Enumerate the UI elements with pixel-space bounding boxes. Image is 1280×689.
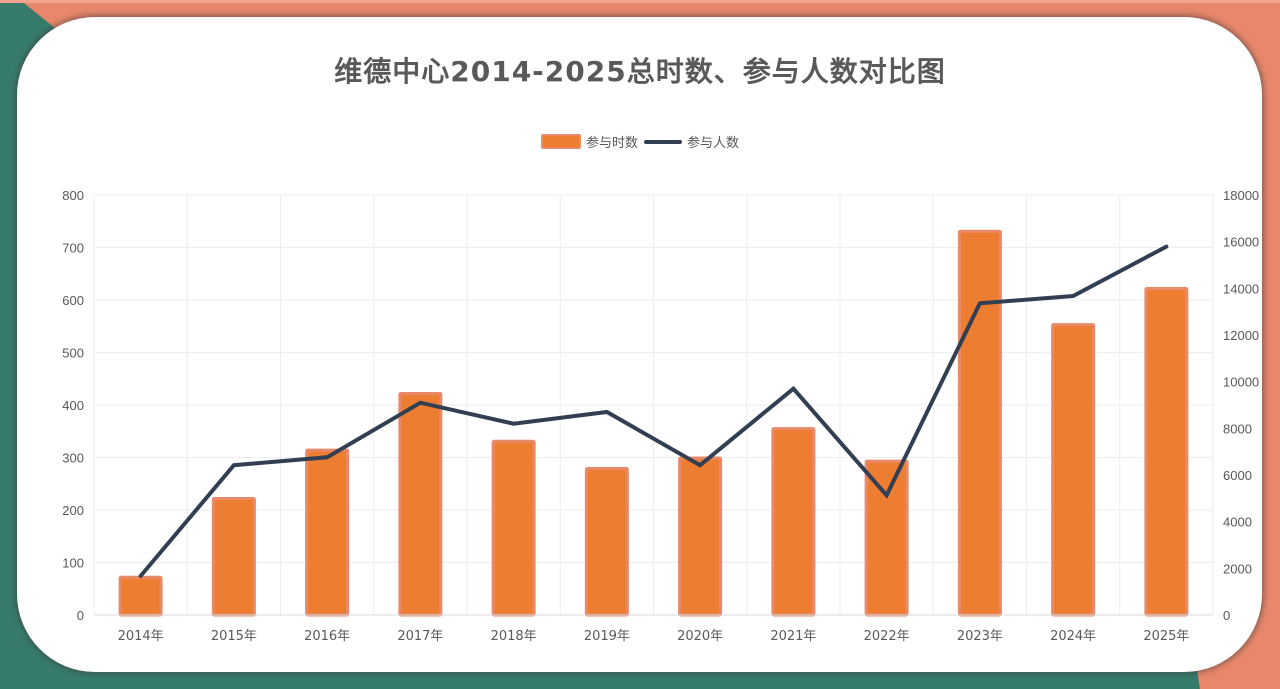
y-right-tick-label: 18000 <box>1223 188 1259 203</box>
y-right-tick-label: 2000 <box>1223 561 1252 576</box>
line-series-participants <box>138 244 1169 578</box>
x-tick-label: 2014年 <box>118 629 164 644</box>
bar-2019年 <box>584 467 629 617</box>
y-right-tick-label: 10000 <box>1223 375 1259 390</box>
legend-item-hours[interactable]: 参与时数 <box>540 132 638 151</box>
legend-label-hours: 参与时数 <box>585 136 638 151</box>
bar-2014年 <box>118 575 163 617</box>
x-tick-label: 2025年 <box>1143 629 1189 644</box>
bar-series-hours <box>118 229 1189 617</box>
bar-2017年 <box>398 391 443 617</box>
x-tick-label: 2021年 <box>770 629 816 644</box>
x-tick-label: 2018年 <box>491 629 537 644</box>
bar-2016年 <box>305 448 350 617</box>
bar-2020年 <box>678 456 723 617</box>
line-swatch-icon <box>644 139 682 144</box>
x-tick-label: 2024年 <box>1050 629 1096 644</box>
legend-label-participants: 参与人数 <box>687 136 740 151</box>
y-left-tick-label: 500 <box>62 346 84 361</box>
x-tick-label: 2017年 <box>397 629 443 644</box>
y-right-tick-label: 16000 <box>1223 235 1259 250</box>
y-right-tick-label: 12000 <box>1223 328 1259 343</box>
y-right-tick-label: 8000 <box>1223 421 1252 436</box>
axes: 0100200300400500600700800020004000600080… <box>62 188 1259 644</box>
chart-legend: 参与时数 参与人数 <box>0 132 1280 151</box>
x-tick-label: 2015年 <box>211 629 257 644</box>
x-tick-label: 2016年 <box>304 629 350 644</box>
y-left-tick-label: 800 <box>62 188 84 203</box>
y-right-tick-label: 14000 <box>1223 281 1259 296</box>
y-left-tick-label: 100 <box>62 556 84 571</box>
bar-2022年 <box>864 459 909 617</box>
grid-lines <box>93 194 1214 616</box>
y-left-tick-label: 200 <box>62 503 84 518</box>
y-right-tick-label: 4000 <box>1223 515 1252 530</box>
x-tick-label: 2022年 <box>864 629 910 644</box>
chart-title: 维德中心2014-2025总时数、参与人数对比图 <box>334 55 946 88</box>
x-tick-label: 2020年 <box>677 629 723 644</box>
y-right-tick-label: 0 <box>1223 608 1230 623</box>
bar-swatch-icon <box>540 134 581 149</box>
y-left-tick-label: 300 <box>62 451 84 466</box>
bar-2025年 <box>1144 286 1189 617</box>
y-left-tick-label: 0 <box>77 608 84 623</box>
x-tick-label: 2019年 <box>584 629 630 644</box>
participants-line <box>138 244 1169 578</box>
bar-2021年 <box>771 427 816 617</box>
y-left-tick-label: 700 <box>62 241 84 256</box>
legend-item-participants[interactable]: 参与人数 <box>644 132 739 151</box>
y-right-tick-label: 6000 <box>1223 468 1252 483</box>
bar-2023年 <box>957 229 1002 617</box>
x-tick-label: 2023年 <box>957 629 1003 644</box>
y-left-tick-label: 400 <box>62 398 84 413</box>
bar-2015年 <box>211 496 256 617</box>
bar-2018年 <box>491 439 536 617</box>
bar-2024年 <box>1051 323 1096 617</box>
y-left-tick-label: 600 <box>62 293 84 308</box>
